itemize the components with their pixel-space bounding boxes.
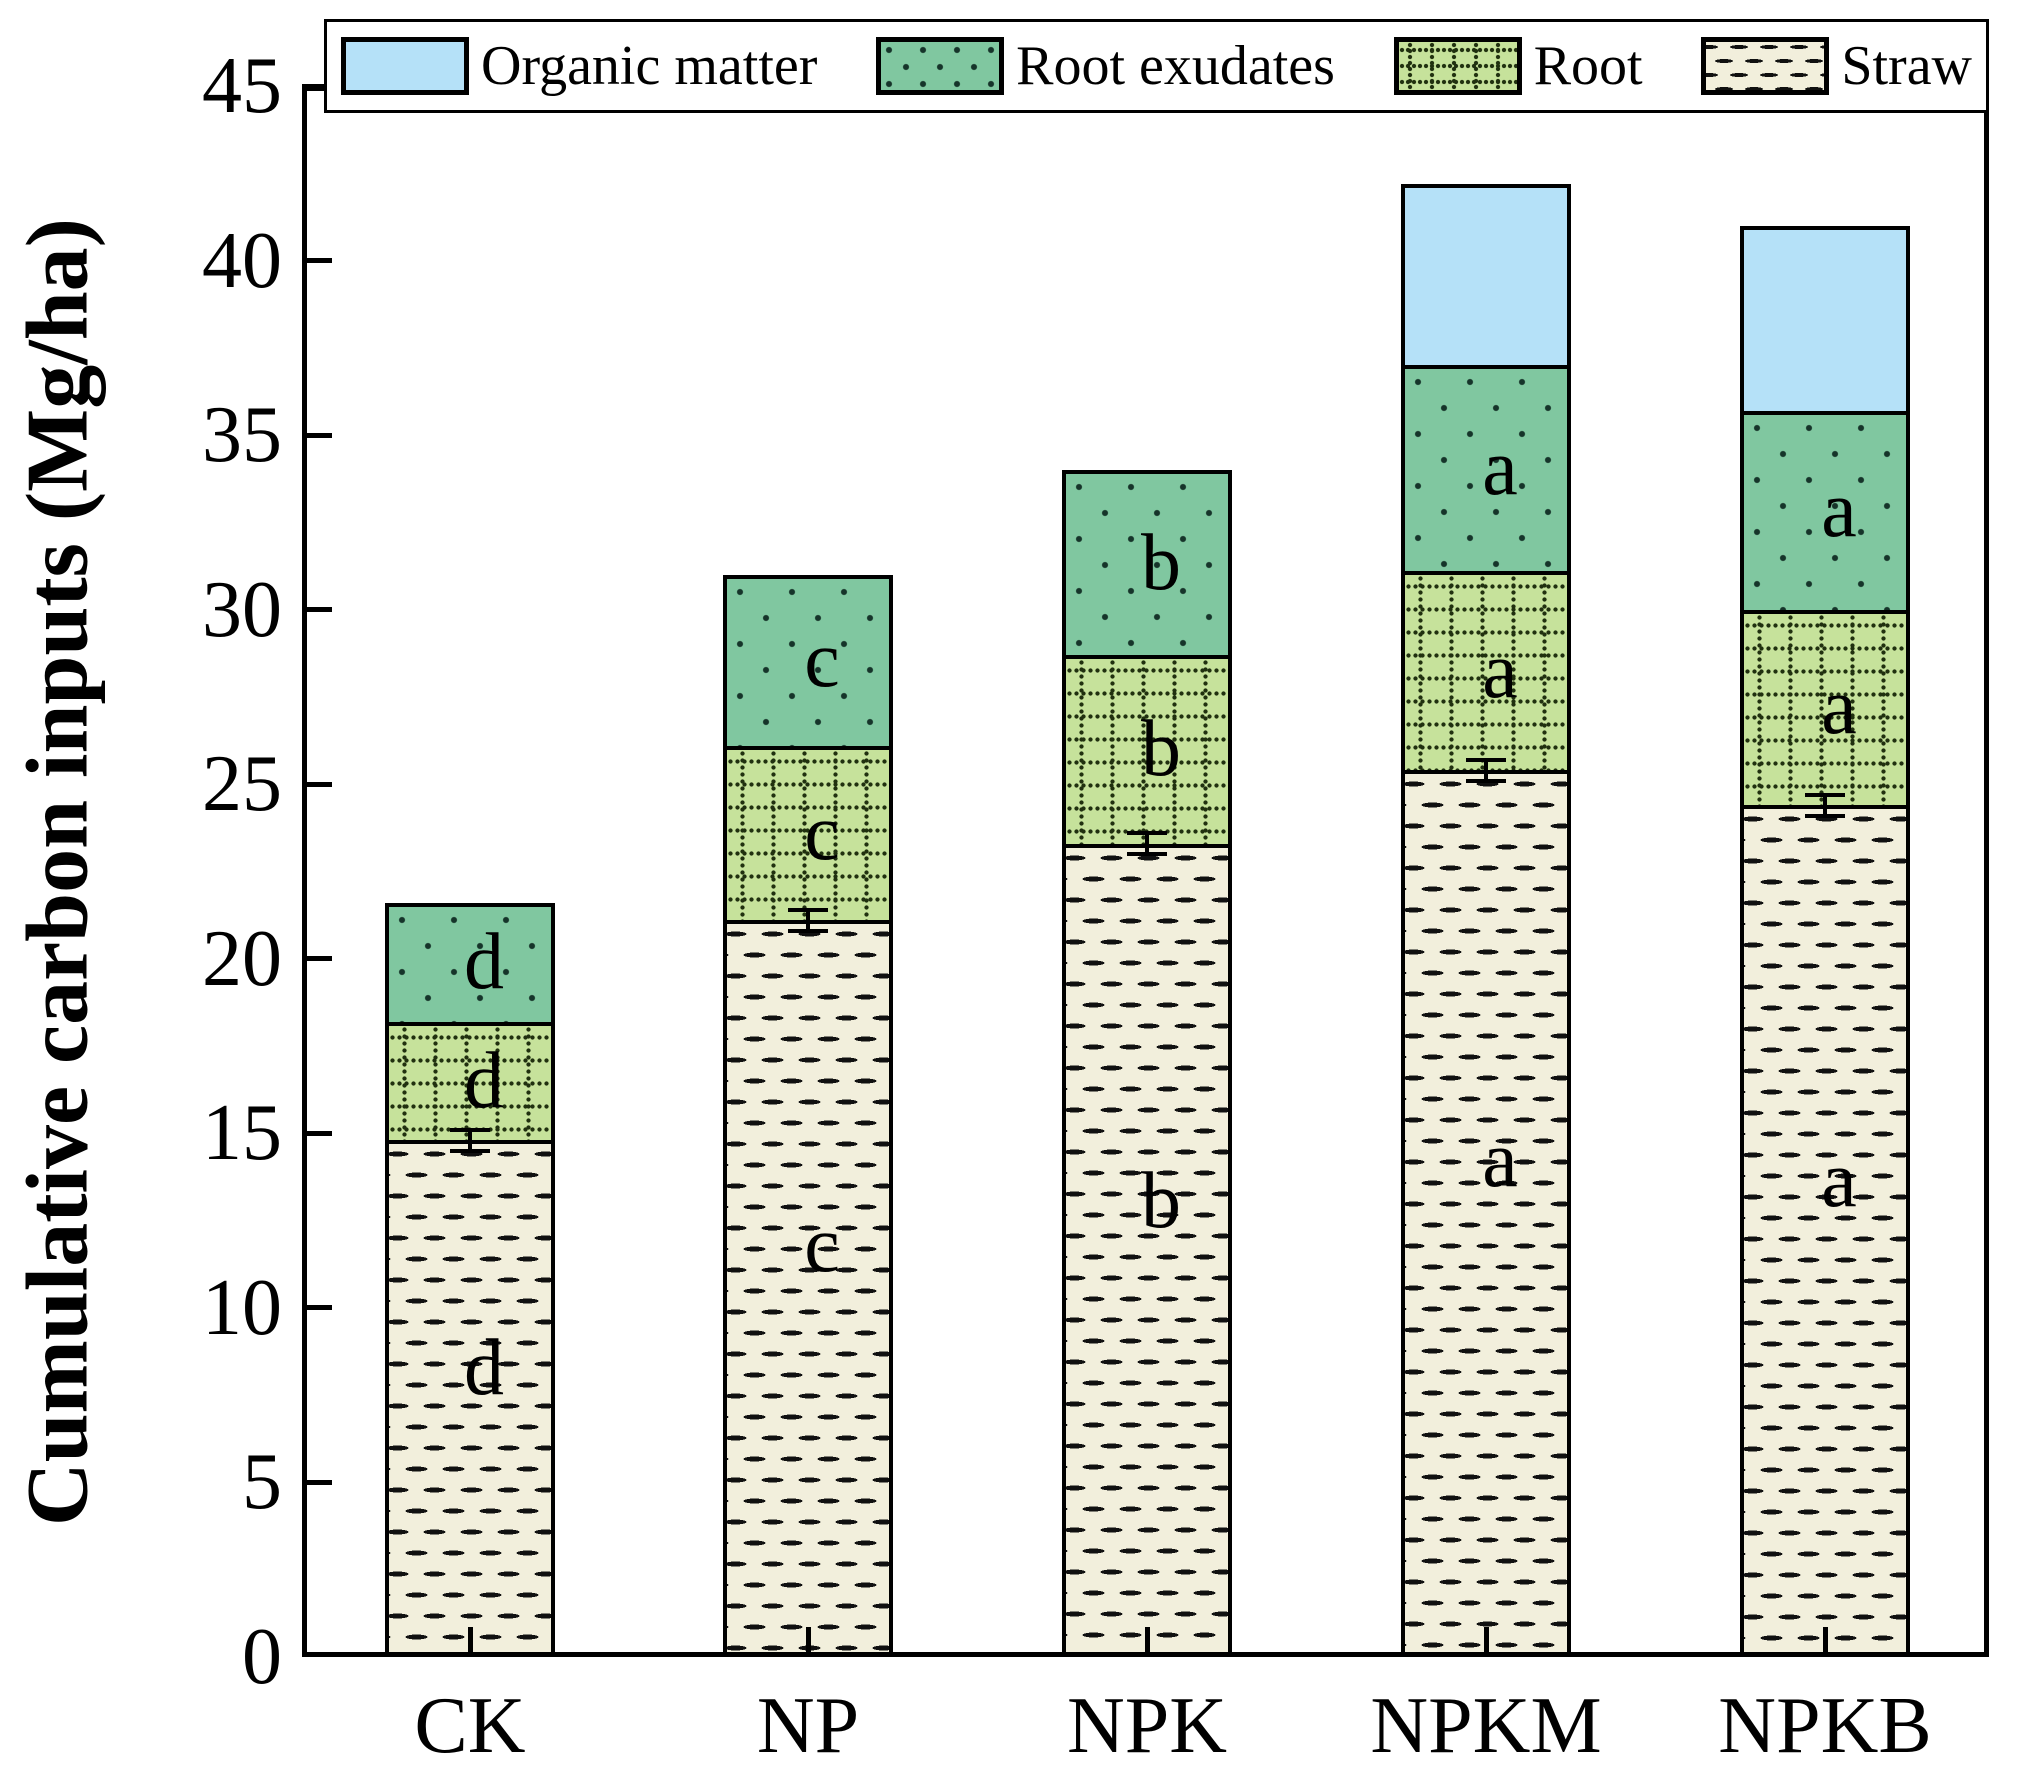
x-tick (1822, 1627, 1828, 1657)
error-bar-cap (450, 1127, 490, 1132)
error-bar-cap (1466, 778, 1506, 783)
significance-letter: c (804, 789, 840, 878)
y-tick-label: 10 (202, 1263, 282, 1352)
x-tick (805, 1627, 811, 1657)
y-tick-label: 40 (202, 216, 282, 305)
significance-letter: a (1482, 424, 1518, 513)
x-category-label: NP (756, 1682, 860, 1770)
bar-segment-root-exudates (385, 902, 555, 1022)
bar-segment-straw (723, 920, 893, 1657)
bar-segment-root-exudates (723, 574, 893, 746)
x-category-label: NPKB (1718, 1682, 1932, 1770)
legend-item: Straw (1701, 37, 1972, 95)
legend-item: Root exudates (876, 37, 1335, 95)
y-tick (302, 432, 332, 438)
x-category-label: NPKM (1370, 1682, 1602, 1770)
y-tick (302, 607, 332, 613)
y-axis-title: Cumulative carbon inputs (Mg/ha) (9, 218, 107, 1526)
bar-segment-root-exudates (1401, 365, 1571, 572)
error-bar-cap (788, 907, 828, 912)
legend-label: Root (1533, 35, 1643, 97)
y-tick (302, 258, 332, 264)
significance-letter: a (1482, 626, 1518, 715)
bar-segment-straw (1401, 770, 1571, 1657)
y-tick (302, 1479, 332, 1485)
error-bar-cap (1127, 831, 1167, 836)
error-bar (1823, 794, 1827, 816)
error-bar-cap (450, 1148, 490, 1153)
bar-segment-organic-matter (1401, 183, 1571, 366)
significance-letter: c (804, 1200, 840, 1289)
significance-letter: b (1141, 518, 1181, 607)
legend-swatch-root-exudates (876, 37, 1005, 95)
y-tick (302, 956, 332, 962)
y-tick (302, 781, 332, 787)
error-bar-cap (788, 928, 828, 933)
bar-segment-root-exudates (1740, 410, 1910, 610)
error-bar (806, 909, 810, 931)
significance-letter: b (1141, 705, 1181, 794)
error-bar (1484, 759, 1488, 781)
legend-swatch-straw (1701, 37, 1830, 95)
significance-letter: a (1821, 1135, 1857, 1224)
legend-label: Organic matter (481, 35, 818, 97)
significance-letter: b (1141, 1157, 1181, 1246)
error-bar-cap (1466, 757, 1506, 762)
significance-letter: a (1821, 663, 1857, 752)
x-category-label: NPK (1066, 1682, 1228, 1770)
bar-segment-straw (1740, 805, 1910, 1657)
x-tick (1144, 1627, 1150, 1657)
y-tick-label: 45 (202, 42, 282, 130)
x-tick (1483, 1627, 1489, 1657)
error-bar (468, 1129, 472, 1151)
error-bar-cap (1805, 792, 1845, 797)
y-tick-label: 20 (202, 914, 282, 1003)
bar-segment-root (1740, 609, 1910, 806)
bar-segment-straw (385, 1140, 555, 1657)
y-tick (302, 1305, 332, 1311)
y-tick (302, 1130, 332, 1136)
significance-letter: c (804, 616, 840, 705)
y-tick-label: 35 (202, 391, 282, 480)
legend-label: Root exudates (1016, 35, 1335, 97)
significance-letter: a (1482, 1116, 1518, 1205)
y-tick-label: 0 (242, 1613, 282, 1701)
legend-label: Straw (1841, 35, 1972, 97)
bar-segment-organic-matter (1740, 225, 1910, 411)
x-tick (467, 1627, 473, 1657)
significance-letter: d (464, 918, 504, 1007)
legend-swatch-root (1393, 37, 1522, 95)
error-bar-cap (1805, 813, 1845, 818)
legend-swatch-organic-matter (341, 37, 469, 95)
y-tick-label: 25 (202, 740, 282, 829)
bar-segment-root (385, 1021, 555, 1141)
error-bar-cap (1127, 852, 1167, 857)
bar-segment-root (1401, 571, 1571, 771)
significance-letter: a (1821, 466, 1857, 555)
bar-segment-root (723, 745, 893, 921)
legend: Organic matter Root exudates Root Straw (324, 19, 1989, 113)
y-tick-label: 15 (202, 1089, 282, 1178)
legend-item: Organic matter (341, 37, 817, 95)
significance-letter: d (464, 1323, 504, 1412)
x-category-label: CK (414, 1682, 526, 1770)
y-tick-label: 30 (202, 565, 282, 654)
bar-segment-root (1062, 655, 1232, 844)
y-tick-label: 5 (242, 1438, 282, 1527)
error-bar (1145, 833, 1149, 855)
bar-segment-straw (1062, 843, 1232, 1657)
legend-item: Root (1393, 35, 1643, 97)
bar-segment-root-exudates (1062, 470, 1232, 656)
significance-letter: d (464, 1036, 504, 1125)
